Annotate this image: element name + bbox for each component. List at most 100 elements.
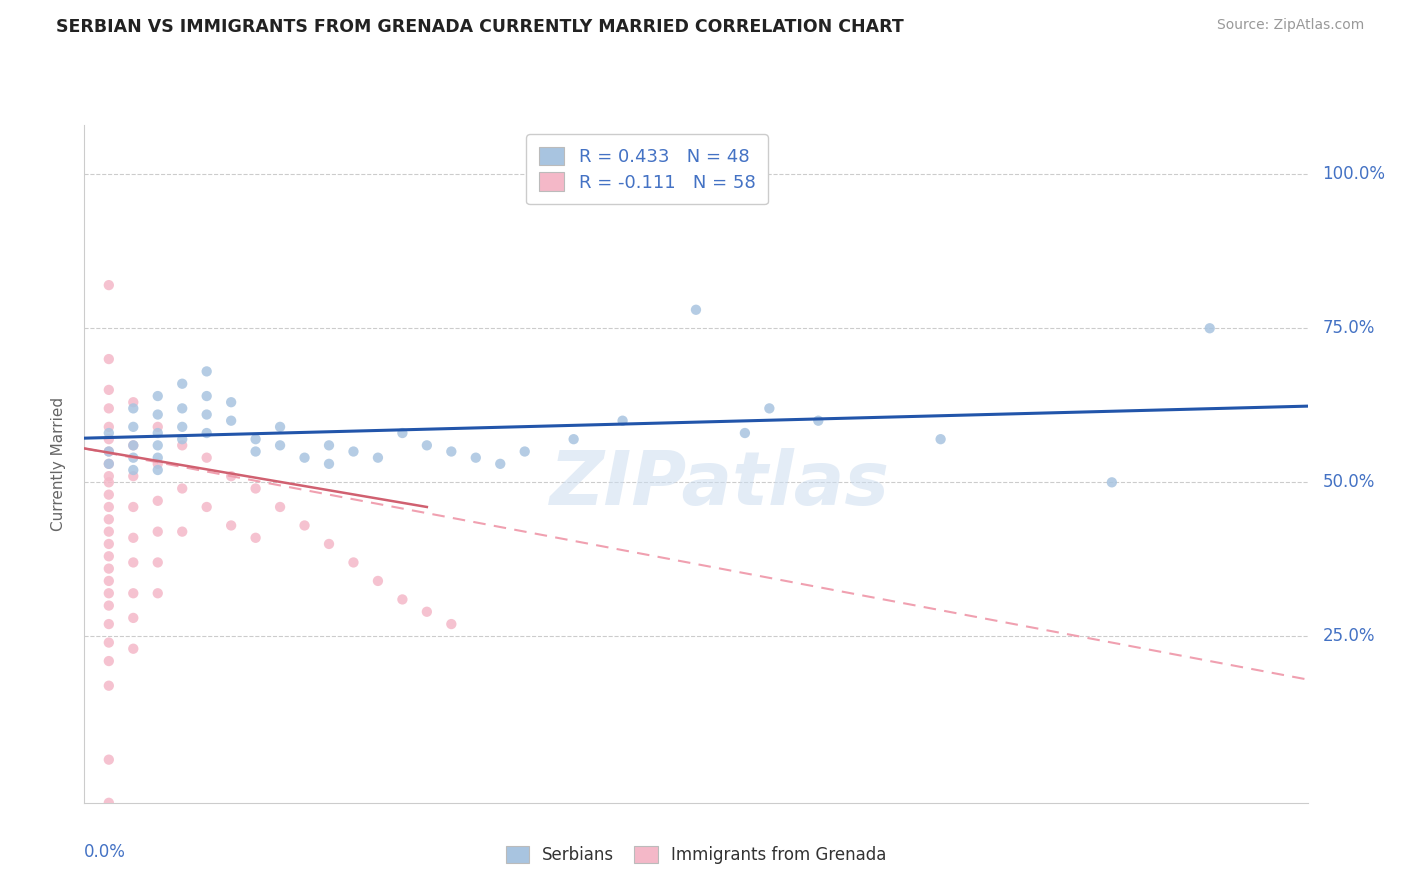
Point — [172, 524, 194, 539]
Point — [122, 531, 145, 545]
Point — [122, 641, 145, 656]
Point — [440, 444, 463, 458]
Point — [97, 425, 120, 440]
Point — [97, 420, 120, 434]
Point — [146, 493, 169, 508]
Point — [122, 450, 145, 465]
Point — [97, 469, 120, 483]
Point — [195, 389, 218, 403]
Point — [97, 654, 120, 668]
Point — [195, 450, 218, 465]
Point — [612, 414, 634, 428]
Text: 50.0%: 50.0% — [1322, 474, 1375, 491]
Point — [122, 463, 145, 477]
Point — [97, 352, 120, 367]
Point — [97, 457, 120, 471]
Point — [1101, 475, 1123, 490]
Point — [97, 278, 120, 293]
Text: Source: ZipAtlas.com: Source: ZipAtlas.com — [1216, 18, 1364, 32]
Point — [97, 753, 120, 767]
Point — [489, 457, 512, 471]
Point — [318, 438, 340, 452]
Text: SERBIAN VS IMMIGRANTS FROM GRENADA CURRENTLY MARRIED CORRELATION CHART: SERBIAN VS IMMIGRANTS FROM GRENADA CURRE… — [56, 18, 904, 36]
Point — [172, 438, 194, 452]
Point — [146, 524, 169, 539]
Point — [122, 611, 145, 625]
Point — [391, 592, 413, 607]
Point — [122, 420, 145, 434]
Point — [440, 617, 463, 632]
Point — [122, 556, 145, 570]
Point — [245, 482, 267, 496]
Point — [146, 556, 169, 570]
Point — [97, 444, 120, 458]
Point — [97, 488, 120, 502]
Y-axis label: Currently Married: Currently Married — [51, 397, 66, 531]
Point — [219, 414, 242, 428]
Point — [97, 500, 120, 514]
Point — [245, 432, 267, 446]
Point — [318, 537, 340, 551]
Point — [97, 599, 120, 613]
Point — [122, 586, 145, 600]
Point — [685, 302, 707, 317]
Point — [195, 408, 218, 422]
Point — [97, 432, 120, 446]
Point — [122, 395, 145, 409]
Point — [146, 408, 169, 422]
Point — [172, 401, 194, 416]
Point — [807, 414, 830, 428]
Point — [172, 482, 194, 496]
Point — [97, 635, 120, 649]
Text: 25.0%: 25.0% — [1322, 627, 1375, 646]
Point — [97, 561, 120, 575]
Point — [122, 500, 145, 514]
Point — [172, 420, 194, 434]
Point — [122, 438, 145, 452]
Point — [219, 518, 242, 533]
Point — [97, 537, 120, 551]
Point — [1198, 321, 1220, 335]
Point — [219, 469, 242, 483]
Point — [464, 450, 486, 465]
Point — [245, 531, 267, 545]
Point — [416, 438, 439, 452]
Point — [294, 450, 316, 465]
Point — [97, 383, 120, 397]
Point — [342, 556, 364, 570]
Point — [97, 401, 120, 416]
Point — [97, 549, 120, 564]
Point — [146, 457, 169, 471]
Point — [929, 432, 952, 446]
Point — [146, 463, 169, 477]
Text: 75.0%: 75.0% — [1322, 319, 1375, 337]
Point — [97, 796, 120, 810]
Point — [146, 420, 169, 434]
Point — [146, 438, 169, 452]
Text: ZIPatlas: ZIPatlas — [550, 448, 890, 521]
Point — [758, 401, 780, 416]
Point — [195, 425, 218, 440]
Point — [416, 605, 439, 619]
Point — [195, 364, 218, 378]
Point — [391, 425, 413, 440]
Point — [97, 457, 120, 471]
Point — [562, 432, 585, 446]
Text: 100.0%: 100.0% — [1322, 165, 1385, 183]
Point — [172, 432, 194, 446]
Point — [367, 574, 389, 588]
Point — [146, 425, 169, 440]
Point — [367, 450, 389, 465]
Point — [172, 376, 194, 391]
Point — [97, 512, 120, 526]
Point — [97, 617, 120, 632]
Point — [342, 444, 364, 458]
Point — [97, 444, 120, 458]
Point — [146, 586, 169, 600]
Point — [269, 420, 291, 434]
Point — [245, 444, 267, 458]
Point — [269, 500, 291, 514]
Point — [97, 679, 120, 693]
Point — [97, 475, 120, 490]
Point — [294, 518, 316, 533]
